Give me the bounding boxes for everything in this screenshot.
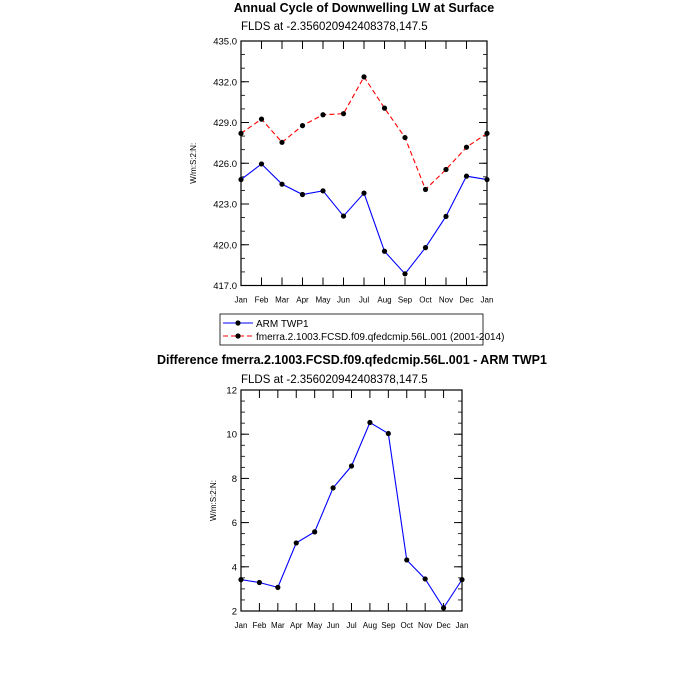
data-point (463, 173, 470, 179)
x-tick-label: Jun (337, 296, 350, 305)
x-tick-label: Oct (401, 621, 414, 630)
x-tick-label: Jul (359, 296, 369, 305)
y-tick-label: 2 (232, 607, 237, 618)
data-point (443, 213, 449, 219)
y-tick-label: 423.0 (213, 200, 237, 211)
data-point (459, 577, 465, 583)
series-line-1 (240, 75, 488, 191)
series-line-0 (240, 163, 488, 275)
plot-frame (240, 40, 488, 287)
y-axis-label: W/m:S:2:N: (189, 143, 198, 184)
data-point (404, 557, 410, 563)
x-tick-label: May (315, 296, 330, 305)
data-point (440, 605, 447, 611)
x-tick-label: Sep (398, 296, 413, 305)
chart-subtitle: FLDS at -2.356020942408378,147.5 (241, 21, 428, 33)
data-point (385, 430, 391, 437)
x-tick-label: Jul (346, 621, 356, 630)
y-tick-label: 432.0 (213, 77, 237, 88)
x-tick-label: Dec (459, 296, 473, 305)
x-tick-label: Mar (275, 296, 289, 305)
data-point (463, 144, 470, 150)
data-point (238, 130, 244, 136)
data-point (330, 485, 336, 491)
legend-marker (235, 333, 241, 339)
x-tick-label: Aug (363, 621, 377, 630)
x-tick-label: Jun (327, 621, 340, 630)
data-point (238, 176, 244, 183)
x-tick-label: Jan (235, 621, 248, 630)
data-point (340, 213, 347, 219)
data-point (258, 116, 265, 122)
data-point (367, 419, 373, 426)
legend-label: ARM TWP1 (256, 319, 309, 330)
x-tick-label: Jan (235, 296, 248, 305)
data-point (402, 134, 408, 141)
x-tick-label: Feb (253, 621, 267, 630)
data-point (293, 540, 299, 546)
x-tick-label: Dec (436, 621, 450, 630)
data-point (299, 123, 306, 129)
data-point (361, 190, 367, 196)
data-point (422, 186, 429, 193)
x-tick-label: Apr (290, 621, 303, 630)
data-point (484, 130, 490, 136)
data-point (258, 161, 265, 167)
data-point (320, 112, 326, 118)
data-point (299, 191, 306, 198)
data-point (402, 271, 408, 277)
data-point (443, 166, 449, 173)
x-tick-label: Nov (439, 296, 453, 305)
data-point (238, 577, 244, 583)
y-tick-label: 426.0 (213, 159, 237, 170)
plot-frame (240, 389, 463, 612)
data-point (279, 181, 285, 187)
series-line-0 (240, 421, 463, 609)
legend-box (219, 313, 484, 346)
legend-label: fmerra.2.1003.FCSD.f09.qfedcmip.56L.001 … (256, 332, 504, 343)
data-point (312, 529, 318, 535)
y-tick-label: 420.0 (213, 240, 237, 251)
data-point (484, 176, 490, 183)
y-tick-label: 4 (232, 562, 237, 573)
chart-title: Difference fmerra.2.1003.FCSD.f09.qfedcm… (157, 353, 547, 367)
x-tick-label: Aug (377, 296, 391, 305)
chart-subtitle: FLDS at -2.356020942408378,147.5 (241, 374, 428, 386)
x-tick-label: Sep (381, 621, 396, 630)
x-tick-label: Nov (418, 621, 432, 630)
x-tick-label: Apr (296, 296, 309, 305)
x-tick-label: Jan (456, 621, 469, 630)
data-point (422, 576, 428, 582)
data-point (348, 463, 355, 469)
data-point (381, 105, 388, 111)
x-tick-label: Feb (255, 296, 269, 305)
data-point (361, 74, 367, 80)
data-point (256, 579, 263, 586)
x-tick-label: May (307, 621, 322, 630)
data-point (279, 139, 285, 145)
data-point (381, 248, 388, 254)
chart-title: Annual Cycle of Downwelling LW at Surfac… (234, 1, 494, 15)
x-tick-label: Mar (271, 621, 285, 630)
y-tick-label: 6 (232, 518, 237, 529)
y-tick-label: 10 (226, 430, 237, 441)
data-point (422, 245, 429, 251)
y-tick-label: 12 (226, 386, 237, 397)
y-tick-label: 429.0 (213, 118, 237, 129)
x-tick-label: Jan (481, 296, 494, 305)
x-tick-label: Oct (419, 296, 432, 305)
y-tick-label: 435.0 (213, 37, 237, 48)
data-point (275, 584, 281, 590)
data-point (320, 188, 326, 194)
legend-marker (235, 320, 241, 326)
data-point (340, 111, 347, 117)
y-tick-label: 417.0 (213, 281, 237, 292)
y-axis-label: W/m:S:2:N: (209, 480, 218, 521)
y-tick-label: 8 (232, 474, 237, 485)
